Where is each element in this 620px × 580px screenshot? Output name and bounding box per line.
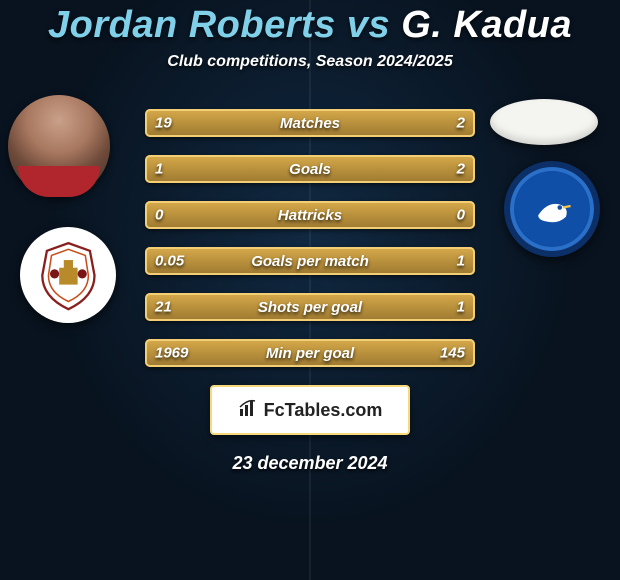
stat-value-right: 1 [457, 299, 465, 316]
player1-club-badge [20, 227, 116, 323]
fctables-credit: FcTables.com [210, 385, 410, 435]
stat-value-right: 2 [457, 161, 465, 178]
stat-label: Min per goal [266, 345, 354, 362]
stats-table: 19Matches21Goals20Hattricks00.05Goals pe… [145, 109, 475, 367]
player2-club-badge [504, 161, 600, 257]
stat-row: 1 Goals 2 [145, 155, 475, 183]
stat-value-left: 0 [155, 207, 163, 224]
stat-row: 0.05 Goals per match 1 [145, 247, 475, 275]
stat-label: Goals per match [251, 253, 369, 270]
stat-value-right: 0 [457, 207, 465, 224]
snapshot-date: 23 december 2024 [0, 453, 620, 474]
credit-text: FcTables.com [264, 400, 383, 421]
stat-row: 1969 Min per goal 145 [145, 339, 475, 367]
stat-value-left: 21 [155, 299, 172, 316]
stat-label: Matches [280, 115, 340, 132]
comparison-title: Jordan Roberts vs G. Kadua [0, 0, 620, 47]
vs-text: vs [347, 4, 390, 46]
stat-value-left: 19 [155, 115, 172, 132]
stat-value-right: 145 [440, 345, 465, 362]
stat-label: Shots per goal [258, 299, 362, 316]
stat-value-right: 2 [457, 115, 465, 132]
stat-value-left: 0.05 [155, 253, 184, 270]
subtitle: Club competitions, Season 2024/2025 [0, 53, 620, 71]
stat-row: 21 Shots per goal 1 [145, 293, 475, 321]
player2-name: G. Kadua [401, 4, 572, 46]
player2-avatar-placeholder [490, 99, 598, 145]
player1-name: Jordan Roberts [48, 4, 336, 46]
stat-row: 0 Hattricks 0 [145, 201, 475, 229]
stat-row: 19 Matches 2 [145, 109, 475, 137]
stat-value-left: 1969 [155, 345, 188, 362]
stat-label: Hattricks [278, 207, 342, 224]
stat-label: Goals [289, 161, 331, 178]
stats-icon [238, 398, 258, 423]
player1-avatar [8, 95, 110, 197]
stat-value-right: 1 [457, 253, 465, 270]
stat-value-left: 1 [155, 161, 163, 178]
